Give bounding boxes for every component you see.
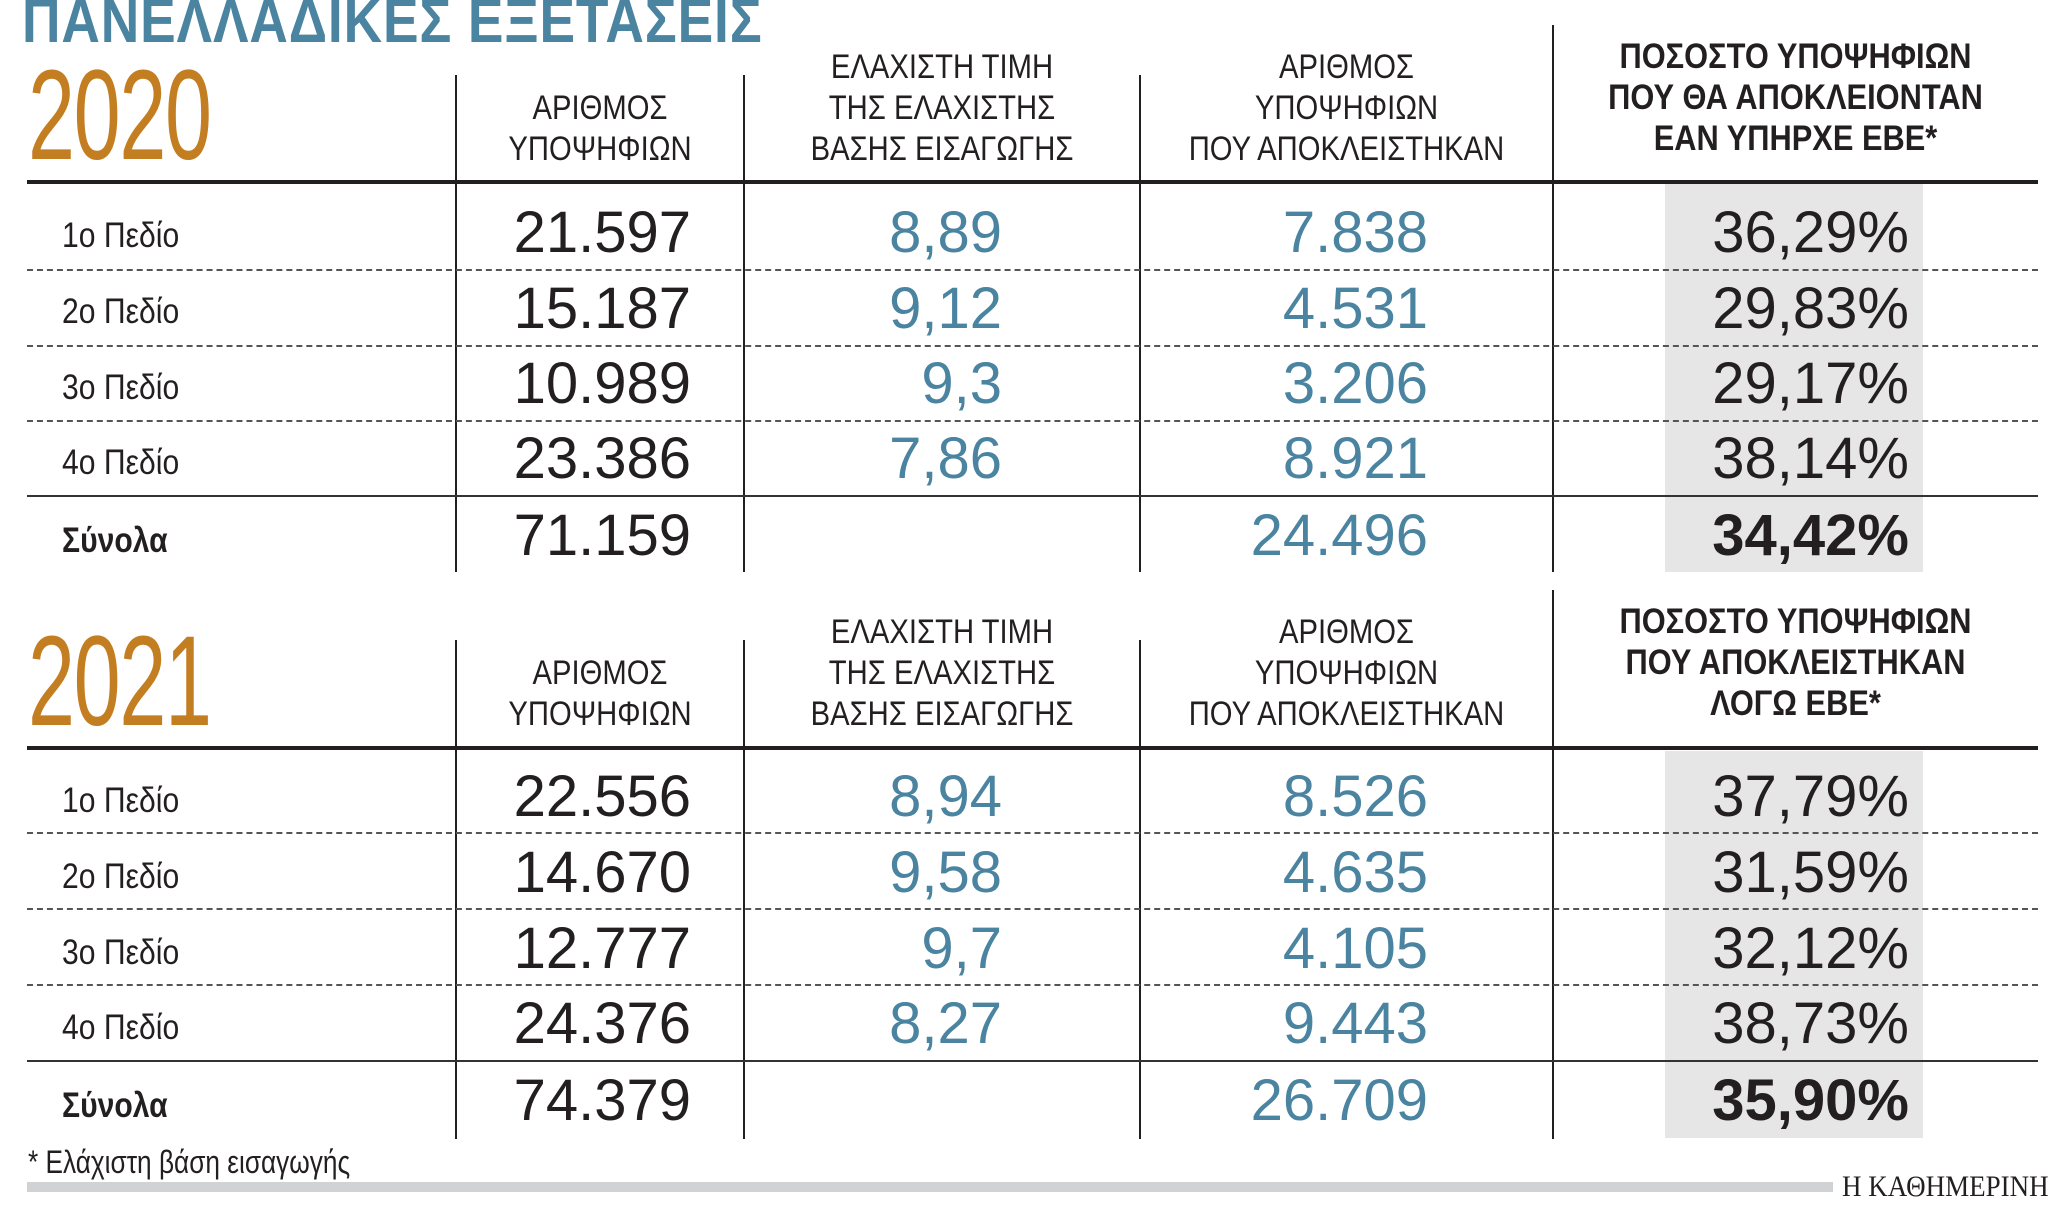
year-heading: 2021 bbox=[28, 610, 212, 753]
row-label: 1ο Πεδίο bbox=[62, 216, 180, 255]
cell-percent: 38,14% bbox=[1712, 426, 1909, 491]
cell-min-score: 9,12 bbox=[889, 276, 1002, 341]
row-separator bbox=[27, 832, 2038, 834]
column-divider bbox=[743, 640, 745, 1139]
row-separator bbox=[27, 984, 2038, 986]
header-min-score: ΕΛΑΧΙΣΤΗ ΤΙΜΗ ΤΗΣ ΕΛΑΧΙΣΤΗΣ ΒΑΣΗΣ ΕΙΣΑΓΩ… bbox=[810, 48, 1074, 168]
row-separator bbox=[27, 908, 2038, 910]
header-percent: ΠΟΣΟΣΤΟ ΥΠΟΨΗΦΙΩΝ ΠΟΥ ΘΑ ΑΠΟΚΛΕΙΟΝΤΑΝ ΕΑ… bbox=[1608, 37, 1983, 158]
row-label: 3ο Πεδίο bbox=[62, 933, 180, 972]
cell-candidates: 23.386 bbox=[513, 426, 691, 491]
row-label: 2ο Πεδίο bbox=[62, 292, 180, 331]
cell-candidates: 15.187 bbox=[513, 276, 691, 341]
total-excluded: 24.496 bbox=[1250, 503, 1428, 568]
cell-candidates: 22.556 bbox=[513, 764, 691, 829]
cell-percent: 37,79% bbox=[1712, 764, 1909, 829]
cell-percent: 31,59% bbox=[1712, 840, 1909, 905]
row-label: 2ο Πεδίο bbox=[62, 857, 180, 896]
cell-excluded: 7.838 bbox=[1282, 200, 1428, 265]
totals-label: Σύνολα bbox=[62, 1086, 168, 1125]
header-excluded: ΑΡΙΘΜΟΣ ΥΠΟΨΗΦΙΩΝ ΠΟΥ ΑΠΟΚΛΕΙΣΤΗΚΑΝ bbox=[1188, 48, 1505, 168]
source-logo: Η ΚΑΘΗΜΕΡΙΝΗ bbox=[1842, 1170, 2048, 1203]
cell-min-score: 9,3 bbox=[921, 351, 1002, 416]
column-divider bbox=[743, 75, 745, 572]
header-percent: ΠΟΣΟΣΤΟ ΥΠΟΨΗΦΙΩΝ ΠΟΥ ΑΠΟΚΛΕΙΣΤΗΚΑΝ ΛΟΓΩ… bbox=[1619, 602, 1972, 723]
cell-percent: 36,29% bbox=[1712, 200, 1909, 265]
percent-highlight bbox=[1665, 184, 1923, 572]
cell-excluded: 4.105 bbox=[1282, 916, 1428, 981]
total-candidates: 74.379 bbox=[513, 1068, 691, 1133]
year-heading: 2020 bbox=[28, 44, 212, 187]
totals-label: Σύνολα bbox=[62, 521, 168, 560]
row-separator bbox=[27, 420, 2038, 422]
row-label: 1ο Πεδίο bbox=[62, 781, 180, 820]
header-min-score: ΕΛΑΧΙΣΤΗ ΤΙΜΗ ΤΗΣ ΕΛΑΧΙΣΤΗΣ ΒΑΣΗΣ ΕΙΣΑΓΩ… bbox=[810, 613, 1074, 733]
cell-min-score: 8,27 bbox=[889, 991, 1002, 1056]
row-label: 4ο Πεδίο bbox=[62, 1008, 180, 1047]
cell-candidates: 12.777 bbox=[513, 916, 691, 981]
cell-min-score: 8,94 bbox=[889, 764, 1002, 829]
header-excluded: ΑΡΙΘΜΟΣ ΥΠΟΨΗΦΙΩΝ ΠΟΥ ΑΠΟΚΛΕΙΣΤΗΚΑΝ bbox=[1188, 613, 1505, 733]
header-rule bbox=[27, 180, 2038, 184]
column-divider bbox=[1139, 75, 1141, 572]
cell-candidates: 10.989 bbox=[513, 351, 691, 416]
cell-percent: 29,17% bbox=[1712, 351, 1909, 416]
header-candidates: ΑΡΙΘΜΟΣ ΥΠΟΨΗΦΙΩΝ bbox=[508, 89, 692, 168]
cell-min-score: 9,7 bbox=[921, 916, 1002, 981]
totals-rule bbox=[27, 1060, 2038, 1062]
totals-rule bbox=[27, 495, 2038, 497]
cell-excluded: 9.443 bbox=[1282, 991, 1428, 1056]
footer-bar bbox=[27, 1182, 1833, 1192]
column-divider bbox=[1139, 640, 1141, 1139]
cell-excluded: 8.526 bbox=[1282, 764, 1428, 829]
cell-min-score: 9,58 bbox=[889, 840, 1002, 905]
total-percent: 35,90% bbox=[1712, 1068, 1909, 1133]
row-separator bbox=[27, 269, 2038, 271]
infographic-title: ΠΑΝΕΛΛΑΔΙΚΕΣ ΕΞΕΤΑΣΕΙΣ bbox=[22, 0, 763, 56]
total-candidates: 71.159 bbox=[513, 503, 691, 568]
cell-percent: 32,12% bbox=[1712, 916, 1909, 981]
percent-highlight bbox=[1665, 751, 1923, 1138]
cell-candidates: 21.597 bbox=[513, 200, 691, 265]
cell-excluded: 4.635 bbox=[1282, 840, 1428, 905]
column-divider bbox=[455, 640, 457, 1139]
cell-percent: 29,83% bbox=[1712, 276, 1909, 341]
cell-min-score: 7,86 bbox=[889, 426, 1002, 491]
cell-percent: 38,73% bbox=[1712, 991, 1909, 1056]
cell-excluded: 8.921 bbox=[1282, 426, 1428, 491]
cell-excluded: 3.206 bbox=[1282, 351, 1428, 416]
footnote: * Ελάχιστη βάση εισαγωγής bbox=[28, 1144, 351, 1180]
total-excluded: 26.709 bbox=[1250, 1068, 1428, 1133]
column-divider bbox=[455, 75, 457, 572]
row-separator bbox=[27, 345, 2038, 347]
cell-candidates: 24.376 bbox=[513, 991, 691, 1056]
row-label: 4ο Πεδίο bbox=[62, 443, 180, 482]
row-label: 3ο Πεδίο bbox=[62, 368, 180, 407]
cell-candidates: 14.670 bbox=[513, 840, 691, 905]
cell-excluded: 4.531 bbox=[1282, 276, 1428, 341]
header-rule bbox=[27, 746, 2038, 750]
total-percent: 34,42% bbox=[1712, 503, 1909, 568]
header-candidates: ΑΡΙΘΜΟΣ ΥΠΟΨΗΦΙΩΝ bbox=[508, 654, 692, 733]
column-divider bbox=[1552, 25, 1554, 572]
cell-min-score: 8,89 bbox=[889, 200, 1002, 265]
column-divider bbox=[1552, 590, 1554, 1139]
